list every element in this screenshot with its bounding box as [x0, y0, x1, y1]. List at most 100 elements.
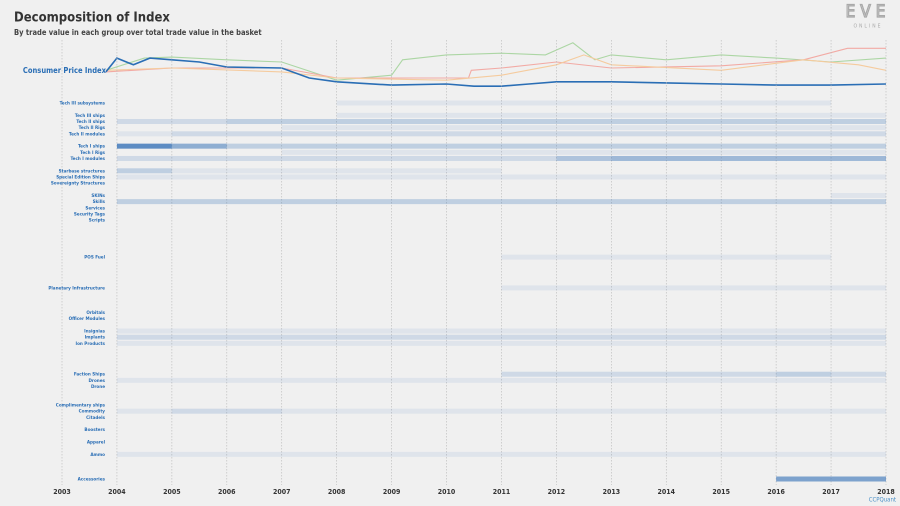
heat-cell	[446, 451, 502, 457]
heat-cell	[227, 415, 282, 420]
heat-cell	[556, 267, 611, 272]
heat-cell	[336, 451, 392, 457]
heat-cell	[226, 408, 282, 414]
heat-cell	[666, 211, 721, 216]
heat-cell	[447, 181, 502, 186]
heat-cell	[721, 187, 776, 192]
heat-cell	[392, 248, 447, 253]
heat-cell	[666, 446, 721, 451]
heat-cell	[556, 464, 611, 469]
heat-cell	[776, 279, 831, 284]
heat-cell	[446, 377, 502, 383]
heat-cell	[776, 415, 831, 420]
heat-cell	[831, 211, 886, 216]
heat-cell	[721, 464, 776, 469]
heat-cell	[611, 470, 666, 475]
heat-cell	[446, 131, 502, 137]
heat-cell	[391, 168, 447, 174]
heat-cell	[666, 125, 722, 131]
heat-cell	[227, 267, 282, 272]
heat-cell	[117, 285, 172, 290]
heat-cell	[776, 267, 831, 272]
heat-cell	[117, 193, 172, 198]
heat-cell	[172, 273, 227, 278]
heat-cell	[501, 279, 556, 284]
heat-cell	[172, 359, 227, 364]
heat-cell	[391, 340, 447, 346]
heat-cell	[392, 218, 447, 223]
heat-cell	[831, 359, 886, 364]
heat-cell	[611, 285, 667, 291]
heat-cell	[172, 316, 227, 321]
heat-cell	[337, 285, 392, 290]
heat-cell	[721, 415, 776, 420]
heat-cell	[171, 328, 227, 334]
heat-cell	[117, 224, 172, 229]
heat-cell	[392, 224, 447, 229]
heat-cell	[117, 427, 172, 432]
heat-cell	[666, 187, 721, 192]
heat-cell	[501, 168, 556, 173]
heat-cell	[392, 384, 447, 389]
heat-cell	[666, 267, 721, 272]
heat-cell	[391, 149, 447, 155]
heat-cell	[556, 168, 611, 173]
heat-cell	[447, 267, 502, 272]
heat-cell	[611, 168, 666, 173]
heat-cell	[117, 304, 172, 309]
heat-cell	[227, 396, 282, 401]
heat-cell	[227, 242, 282, 247]
heat-cell	[337, 427, 392, 432]
heat-cell	[392, 273, 447, 278]
heat-cell	[831, 371, 886, 377]
heat-cell	[117, 205, 172, 210]
heat-cell	[611, 359, 666, 364]
heat-cell	[446, 100, 502, 106]
heat-cell	[721, 143, 777, 149]
heat-cell	[776, 125, 832, 131]
heat-cell	[227, 310, 282, 315]
heat-cell	[172, 403, 227, 408]
heat-cell	[721, 224, 776, 229]
heat-cell	[501, 100, 557, 106]
heat-cell	[447, 242, 502, 247]
heat-cell	[116, 408, 172, 414]
heat-cell	[336, 174, 392, 180]
heat-cell	[392, 347, 447, 352]
heat-cell	[501, 384, 556, 389]
cpi-label: Consumer Price Index	[23, 66, 107, 75]
heat-cell	[117, 162, 172, 167]
heat-cell	[611, 218, 666, 223]
heat-cell	[666, 285, 722, 291]
heat-cell	[611, 273, 666, 278]
heat-cell	[337, 292, 392, 297]
heat-cell	[281, 340, 337, 346]
heat-cell	[117, 310, 172, 315]
heat-cell	[611, 155, 667, 161]
heat-cell	[447, 470, 502, 475]
heat-cell	[172, 125, 227, 130]
heat-cell	[392, 415, 447, 420]
heat-cell	[831, 218, 886, 223]
heat-cell	[392, 322, 447, 327]
heat-cell	[831, 162, 886, 167]
heat-cell	[337, 107, 392, 112]
heat-cell	[501, 322, 556, 327]
heat-cell	[392, 107, 447, 112]
heat-cell	[501, 254, 557, 260]
heat-cell	[776, 347, 831, 352]
heat-cell	[556, 390, 611, 395]
heat-cell	[611, 310, 666, 315]
heat-cell	[611, 248, 666, 253]
heat-cell	[117, 255, 172, 260]
heat-cell	[666, 353, 721, 358]
heat-cell	[391, 199, 447, 205]
heat-cell	[831, 285, 886, 291]
heat-cell	[776, 131, 832, 137]
heat-cell	[282, 390, 337, 395]
heat-cell	[776, 248, 831, 253]
heat-cell	[501, 205, 556, 210]
heat-cell	[831, 464, 886, 469]
heat-cell	[337, 390, 392, 395]
heat-cell	[281, 174, 337, 180]
